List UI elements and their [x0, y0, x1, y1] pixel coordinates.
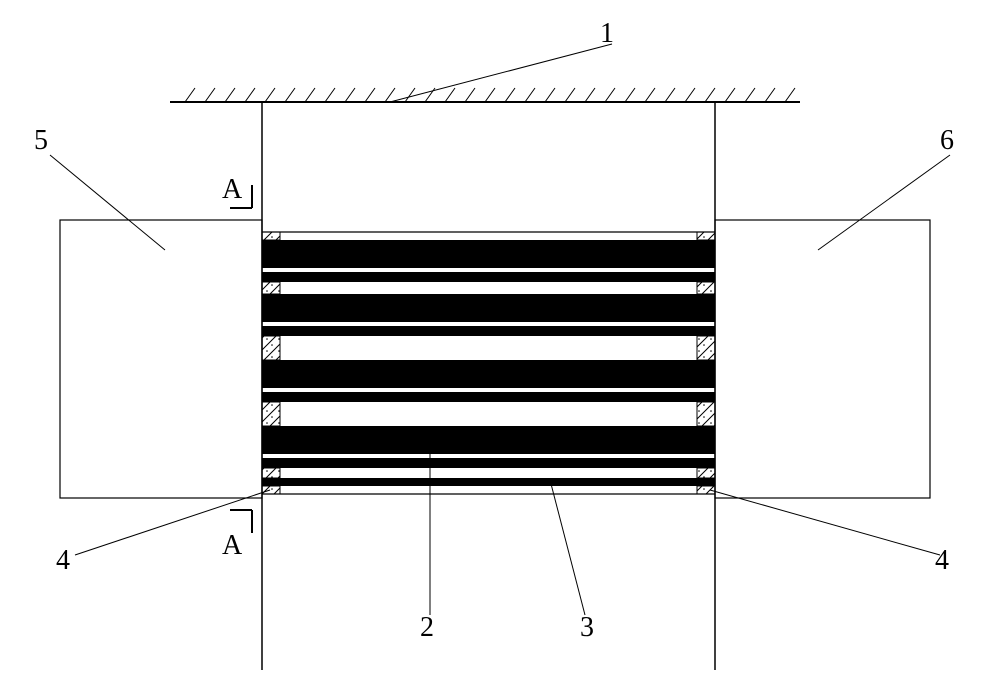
label-5: 5 [34, 125, 48, 157]
horizontal-bands [262, 240, 715, 486]
section-label-a-bottom: A [222, 530, 242, 562]
label-6: 6 [940, 125, 954, 157]
label-4-left: 4 [56, 545, 70, 577]
label-4-right: 4 [935, 545, 949, 577]
diagram-svg [0, 0, 1000, 695]
label-1: 1 [600, 18, 614, 50]
label-3: 3 [580, 612, 594, 644]
technical-diagram: 1 5 6 4 4 2 3 A A [0, 0, 1000, 695]
ground-surface [170, 88, 800, 102]
right-beam [715, 220, 930, 498]
left-beam [60, 220, 262, 498]
label-2: 2 [420, 612, 434, 644]
section-label-a-top: A [222, 174, 242, 206]
